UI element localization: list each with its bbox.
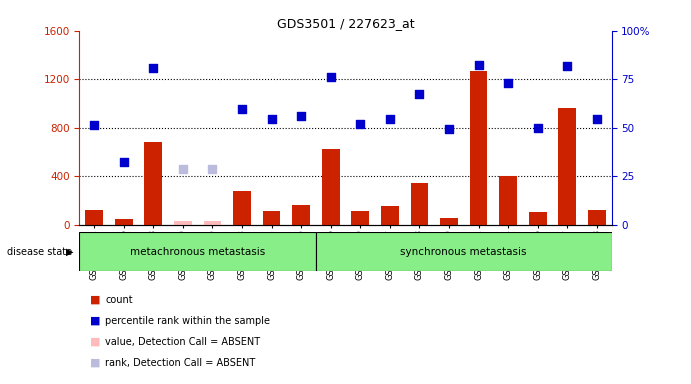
Bar bbox=[115, 218, 133, 225]
Text: ■: ■ bbox=[90, 316, 100, 326]
Point bbox=[354, 121, 366, 127]
Point bbox=[532, 124, 543, 131]
Point bbox=[384, 116, 395, 122]
Point bbox=[296, 113, 307, 119]
Bar bbox=[292, 205, 310, 225]
Point bbox=[444, 126, 455, 132]
Text: value, Detection Call = ABSENT: value, Detection Call = ABSENT bbox=[105, 337, 260, 347]
Bar bbox=[79, 232, 316, 271]
Bar bbox=[588, 210, 605, 225]
Text: ■: ■ bbox=[90, 295, 100, 305]
Bar bbox=[174, 221, 192, 225]
Text: count: count bbox=[105, 295, 133, 305]
Bar bbox=[499, 176, 517, 225]
Point bbox=[325, 74, 337, 80]
Text: ▶: ▶ bbox=[66, 247, 73, 257]
Point bbox=[118, 159, 129, 165]
Point bbox=[591, 116, 603, 122]
Text: percentile rank within the sample: percentile rank within the sample bbox=[105, 316, 270, 326]
Text: ■: ■ bbox=[90, 358, 100, 368]
Point bbox=[148, 65, 159, 71]
Point bbox=[562, 63, 573, 69]
Bar bbox=[410, 184, 428, 225]
Point bbox=[207, 166, 218, 172]
Point bbox=[266, 116, 277, 122]
Bar bbox=[316, 232, 612, 271]
Point bbox=[178, 166, 189, 172]
Point bbox=[502, 80, 513, 86]
Bar bbox=[470, 71, 487, 225]
Bar bbox=[263, 211, 281, 225]
Bar bbox=[322, 149, 339, 225]
Bar bbox=[529, 212, 547, 225]
Bar bbox=[381, 207, 399, 225]
Text: metachronous metastasis: metachronous metastasis bbox=[130, 247, 265, 257]
Point bbox=[414, 91, 425, 97]
Bar bbox=[352, 211, 369, 225]
Text: ■: ■ bbox=[90, 337, 100, 347]
Bar bbox=[86, 210, 103, 225]
Bar bbox=[233, 191, 251, 225]
Title: GDS3501 / 227623_at: GDS3501 / 227623_at bbox=[276, 17, 415, 30]
Text: synchronous metastasis: synchronous metastasis bbox=[401, 247, 527, 257]
Point bbox=[88, 122, 100, 128]
Bar bbox=[204, 221, 221, 225]
Text: rank, Detection Call = ABSENT: rank, Detection Call = ABSENT bbox=[105, 358, 255, 368]
Point bbox=[473, 61, 484, 68]
Bar bbox=[558, 108, 576, 225]
Bar bbox=[440, 218, 458, 225]
Bar bbox=[144, 142, 162, 225]
Point bbox=[236, 106, 247, 113]
Text: disease state: disease state bbox=[7, 247, 72, 257]
